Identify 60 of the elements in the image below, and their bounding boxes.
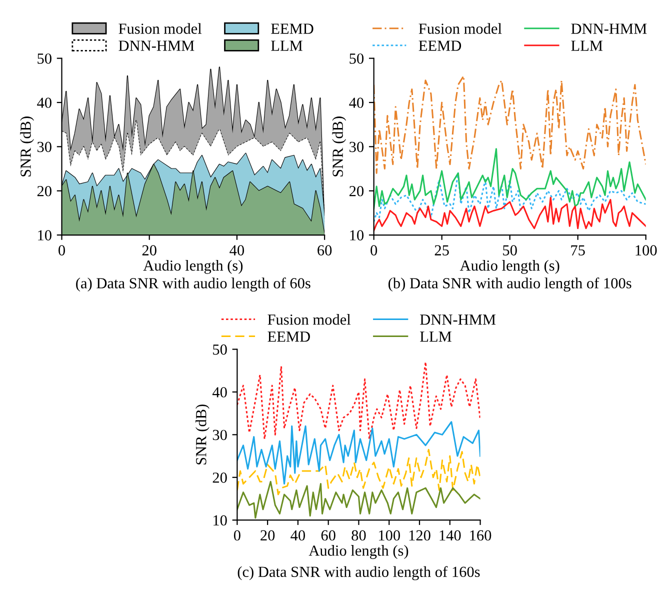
x-tick-label: 20 <box>142 245 156 256</box>
y-tick-label: 20 <box>212 472 227 483</box>
x-tick-label: 60 <box>318 245 332 256</box>
y-tick-label: 10 <box>214 515 227 526</box>
x-tick-label: 120 <box>409 530 430 541</box>
x-tick-label: 75 <box>571 245 585 256</box>
x-tick-label: 140 <box>440 530 461 541</box>
line-series <box>374 148 646 210</box>
x-tick-label: 40 <box>290 530 306 541</box>
y-tick-label: 10 <box>350 230 364 240</box>
x-tick-label: 80 <box>352 530 366 541</box>
x-tick-label: 100 <box>636 245 657 256</box>
legend-label: Fusion model <box>118 23 202 34</box>
y-tick-label: 50 <box>38 53 52 64</box>
text: (c) Data SNR with audio length of 160s <box>238 566 480 580</box>
y-tick-label: 40 <box>349 98 364 108</box>
y-tick-label: 40 <box>37 98 52 108</box>
legend-label: DNN-HMM <box>118 40 194 51</box>
line-series <box>237 361 480 440</box>
line-series <box>237 448 480 496</box>
text: (a) Data SNR with audio length of 60s <box>76 278 310 292</box>
legend-label: LLM <box>420 332 452 342</box>
x-axis-title: Audio length (s) <box>460 260 560 274</box>
legend-label: EEMD <box>268 332 310 342</box>
y-tick-label: 40 <box>212 387 227 398</box>
y-tick-label: 20 <box>37 186 52 196</box>
x-tick-label: 0 <box>370 245 378 256</box>
legend-label: DNN-HMM <box>571 24 647 34</box>
y-tick-label: 30 <box>37 142 52 152</box>
line-series <box>374 196 646 232</box>
y-tick-label: 10 <box>38 230 52 240</box>
legend-label: LLM <box>571 40 603 51</box>
legend-label: Fusion model <box>418 23 502 34</box>
x-tick-label: 0 <box>58 245 65 256</box>
x-tick-label: 60 <box>321 530 336 541</box>
x-axis-title: Audio length (s) <box>143 260 243 274</box>
y-tick-label: 20 <box>350 186 364 196</box>
legend-label: EEMD <box>418 40 462 51</box>
line-series <box>237 421 480 485</box>
legend-label: Fusion model <box>268 314 351 325</box>
y-tick-label: 30 <box>212 430 227 440</box>
x-tick-label: 0 <box>234 530 240 541</box>
x-tick-label: 160 <box>470 530 492 541</box>
y-tick-label: 50 <box>213 344 227 355</box>
x-tick-label: 50 <box>503 245 517 256</box>
y-tick-label: 30 <box>350 142 364 152</box>
y-axis-title: SNR (dB) <box>20 116 34 176</box>
x-tick-label: 25 <box>434 245 449 256</box>
y-axis-title: SNR (dB) <box>332 116 346 176</box>
legend-label: LLM <box>271 40 302 51</box>
x-tick-label: 20 <box>260 530 275 541</box>
legend-label: EEMD <box>271 24 314 34</box>
x-tick-label: 40 <box>230 245 244 256</box>
y-axis-title: SNR (dB) <box>196 404 210 464</box>
text: (b) Data SNR with audio length of 100s <box>388 278 632 292</box>
legend-label: DNN-HMM <box>420 314 496 325</box>
line-series <box>374 75 646 174</box>
y-tick-label: 50 <box>350 53 364 64</box>
x-axis-title: Audio length (s) <box>308 545 408 559</box>
x-tick-label: 100 <box>378 530 400 541</box>
